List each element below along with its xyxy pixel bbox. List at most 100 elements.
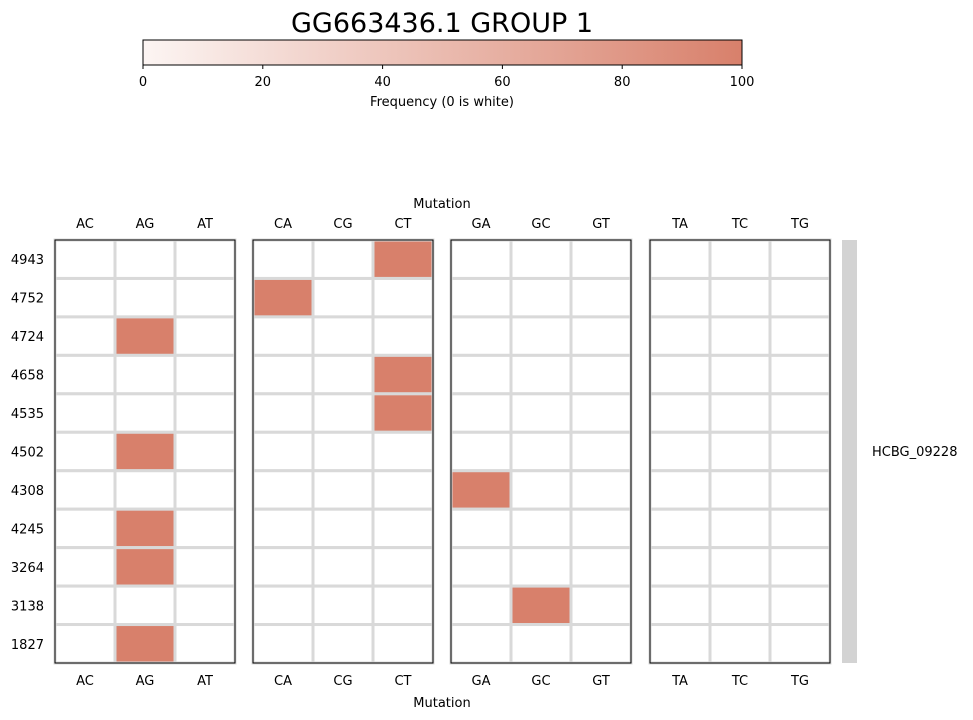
heatmap-cell [569,353,633,396]
column-label-bottom: GC [531,674,550,689]
heatmap-cell [449,469,513,511]
heatmap-cell [509,507,573,550]
heatmap-cell [648,469,712,511]
heatmap-cell [708,392,772,434]
heatmap-cell [708,623,772,665]
heatmap-cell [173,546,237,588]
heatmap-cell [648,623,712,665]
heatmap-cell [708,353,772,396]
heatmap-cell [53,623,117,665]
heatmap-cell [569,546,633,588]
heatmap-cell [768,276,832,319]
panel-frame [54,239,236,664]
heatmap-cell [768,584,832,627]
x-axis-label-top: Mutation [413,197,470,212]
heatmap-cell [113,507,177,550]
column-label-bottom: CG [333,674,352,689]
colorbar-tick-label: 40 [374,75,391,90]
column-label-top: AG [136,217,155,232]
heatmap-cell [449,276,513,319]
heatmap-cell [648,238,712,280]
heatmap-cell [768,238,832,280]
heatmap-cell [251,392,315,434]
heatmap-cell [768,430,832,473]
heatmap-cell [311,546,375,588]
row-label: 4245 [11,522,44,537]
heatmap-cell [449,315,513,357]
heatmap-cell [708,507,772,550]
colorbar-tick-label: 100 [730,75,755,90]
heatmap-cell [311,469,375,511]
heatmap-cell [53,353,117,396]
row-label: 1827 [11,638,44,653]
heatmap-panel: GA GA GC GC GT GT [449,217,633,689]
column-label-top: TA [671,217,688,232]
heatmap-cell [449,353,513,396]
column-label-bottom: TA [671,674,688,689]
column-label-top: GA [472,217,491,232]
heatmap-cell [53,546,117,588]
column-label-top: AC [76,217,94,232]
heatmap-cell [113,584,177,627]
heatmap-cell [53,469,117,511]
heatmap-cell [311,430,375,473]
heatmap-cell [449,392,513,434]
heatmap-cell [53,238,117,280]
heatmap-cell [113,430,177,473]
heatmap-panel: AC AC AG AG AT AT [53,217,237,689]
heatmap-cell [251,507,315,550]
heatmap-cell [173,430,237,473]
column-label-top: CA [274,217,292,232]
heatmap-cell [509,276,573,319]
heatmap-cell [708,238,772,280]
heatmap-cell [371,469,435,511]
heatmap-cell [648,546,712,588]
colorbar-tick-label: 60 [494,75,511,90]
panel-frame [252,239,434,664]
heatmap-cell [768,546,832,588]
panel-frame [450,239,632,664]
heatmap-cell [569,392,633,434]
gene-annotation-bar [842,240,857,663]
heatmap-cell [53,430,117,473]
row-label: 4943 [11,253,44,268]
heatmap-cell [569,469,633,511]
heatmap-cell [251,469,315,511]
heatmap-cell [768,392,832,434]
heatmap-cell [371,584,435,627]
heatmap-cell [113,276,177,319]
heatmap-cell [509,623,573,665]
heatmap-cell [509,315,573,357]
heatmap-cell [173,507,237,550]
heatmap-cell [371,315,435,357]
heatmap-cell [311,623,375,665]
heatmap-cell [648,430,712,473]
heatmap-cell [251,276,315,319]
column-label-top: TC [731,217,748,232]
heatmap-cell [173,315,237,357]
heatmap-cell [113,353,177,396]
heatmap-cell [173,584,237,627]
row-label: 3264 [11,561,44,576]
heatmap-cell [251,584,315,627]
heatmap-cell [371,546,435,588]
heatmap-cell [449,430,513,473]
heatmap-cell [311,238,375,280]
column-label-bottom: AG [136,674,155,689]
row-labels: 4943 4752 4724 4658 4535 4502 4308 4245 3264 3138… [11,253,44,653]
heatmap-cell [251,353,315,396]
heatmap-cell [311,507,375,550]
heatmap-cell [173,238,237,280]
heatmap-cell [113,546,177,588]
heatmap-cell [251,546,315,588]
colorbar [142,39,743,66]
heatmap-cell [113,238,177,280]
column-label-bottom: CA [274,674,292,689]
row-label: 4308 [11,484,44,499]
column-label-bottom: TC [731,674,748,689]
heatmap-cell [509,238,573,280]
row-label: 4724 [11,330,44,345]
heatmap-cell [648,276,712,319]
column-label-bottom: CT [394,674,411,689]
